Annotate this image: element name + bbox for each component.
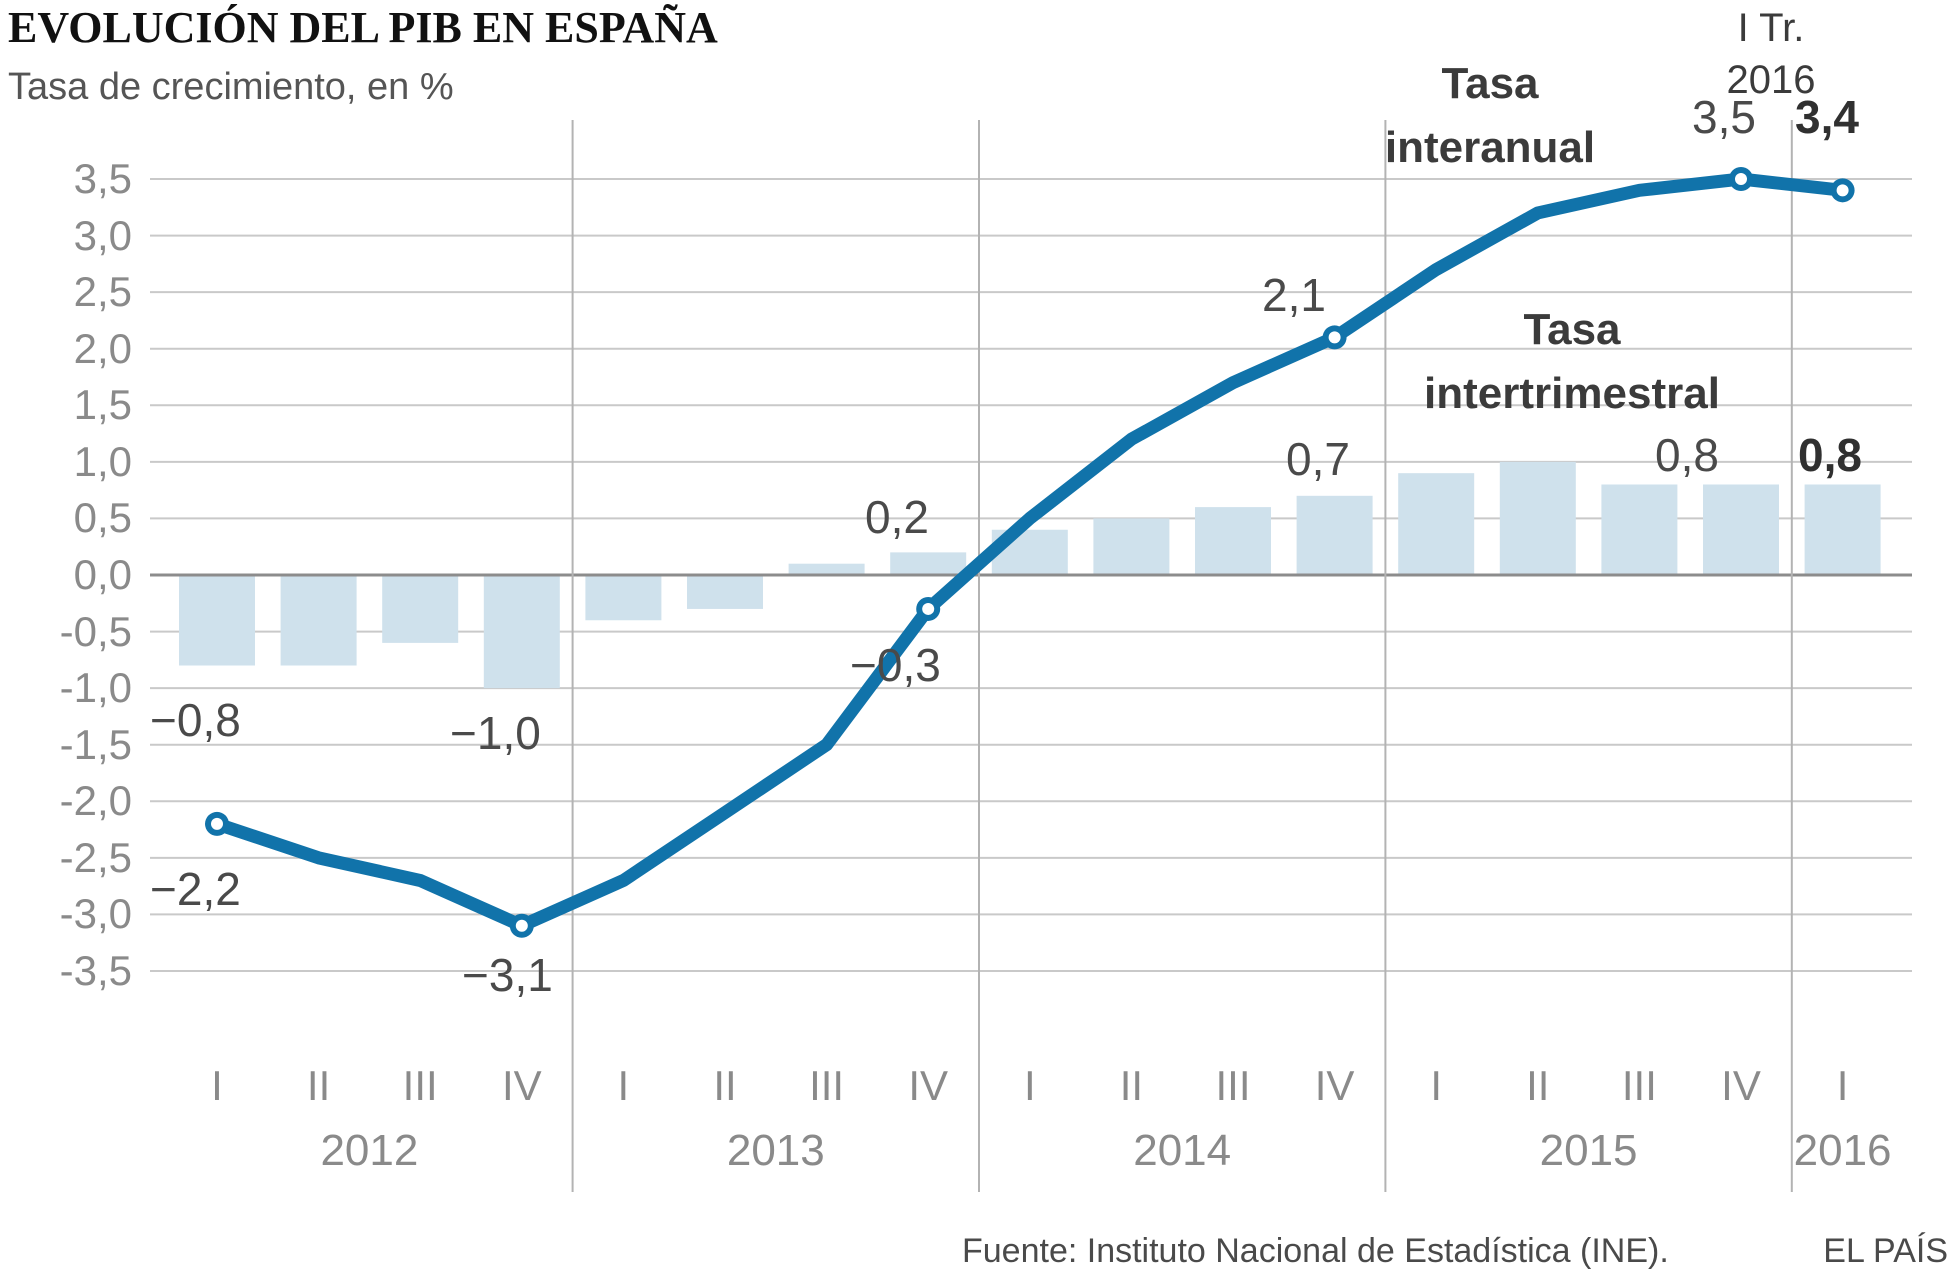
y-tick-label: 3,5 [73, 155, 132, 202]
bar-intertrimestral [788, 563, 865, 575]
quarter-label: II [1526, 1062, 1550, 1109]
source-note: Fuente: Instituto Nacional de Estadístic… [962, 1232, 1669, 1270]
bar-intertrimestral [585, 575, 662, 621]
quarter-label: IV [1721, 1062, 1761, 1109]
bar-intertrimestral [1296, 495, 1373, 575]
quarter-label: IV [501, 1062, 542, 1109]
point-label: 0,8 [1798, 429, 1862, 481]
bar-intertrimestral [1195, 507, 1271, 575]
point-label: −0,8 [150, 694, 241, 746]
line-series-legend: Tasa interanual [1384, 59, 1596, 172]
bar-intertrimestral [1499, 461, 1576, 575]
quarter-label: IV [1314, 1062, 1355, 1109]
point-label: 0,2 [865, 491, 929, 543]
quarter-label: III [1621, 1062, 1657, 1109]
bar-intertrimestral [1804, 484, 1881, 575]
page-subtitle: Tasa de crecimiento, en % [8, 66, 454, 108]
quarter-label: I [1430, 1062, 1443, 1109]
y-tick-label: -0,5 [59, 607, 132, 655]
line-marker-core [922, 602, 935, 615]
y-tick-label: -2,5 [59, 833, 132, 881]
publisher-credit: EL PAÍS [1823, 1232, 1948, 1270]
point-label: 0,8 [1655, 429, 1719, 481]
year-label: 2016 [1793, 1126, 1892, 1175]
bar-intertrimestral [179, 575, 255, 666]
y-tick-label: -1,0 [59, 664, 132, 712]
bar-intertrimestral [890, 552, 967, 575]
quarter-label: II [306, 1062, 331, 1109]
bar-intertrimestral [382, 575, 459, 643]
quarter-label: III [402, 1062, 438, 1109]
y-tick-label: 1,0 [73, 437, 132, 485]
quarter-label: I [211, 1062, 223, 1109]
year-label: 2015 [1539, 1126, 1638, 1175]
line-marker-core [211, 817, 223, 830]
bar-intertrimestral [1703, 484, 1779, 575]
page-title: EVOLUCIÓN DEL PIB EN ESPAÑA [8, 3, 718, 52]
line-marker-core [515, 919, 528, 932]
point-label: 0,7 [1286, 433, 1350, 485]
y-tick-label: 0,5 [73, 494, 132, 542]
point-label: 2,1 [1262, 269, 1326, 321]
line-marker-core [1328, 331, 1341, 344]
bar-intertrimestral [687, 575, 763, 609]
quarter-label: I [1023, 1062, 1036, 1109]
y-tick-label: -3,0 [59, 890, 132, 938]
quarter-label: III [809, 1062, 845, 1109]
quarter-label: I [1836, 1062, 1849, 1109]
quarter-label: I [617, 1062, 630, 1109]
gdp-interanual-line [210, 172, 1850, 933]
bar-series-legend: Tasa intertrimestral [1424, 305, 1720, 418]
bar-intertrimestral [483, 575, 560, 689]
point-label: 3,5 [1692, 91, 1756, 143]
line-marker-core [1735, 173, 1747, 186]
y-tick-label: 2,0 [73, 324, 132, 372]
y-tick-label: 1,5 [73, 381, 132, 429]
y-tick-label: -3,5 [59, 946, 132, 994]
quarter-label: II [713, 1062, 737, 1109]
point-label: −1,0 [450, 707, 541, 759]
year-label: 2014 [1133, 1126, 1232, 1175]
y-tick-label: 3,0 [73, 211, 132, 259]
quarter-label: IV [908, 1062, 949, 1109]
line-marker-core [1836, 184, 1849, 197]
point-label: −3,1 [462, 949, 553, 1001]
quarter-label: III [1215, 1062, 1251, 1109]
point-label: −2,2 [150, 863, 241, 915]
current-quarter-label: I Tr. 2016 [1726, 6, 1816, 102]
quarter-label: II [1119, 1062, 1144, 1109]
y-tick-label: -1,5 [59, 720, 132, 768]
y-tick-label: 0,0 [73, 551, 132, 598]
year-label: 2013 [726, 1126, 825, 1175]
bar-intertrimestral [1601, 484, 1678, 575]
bar-intertrimestral [1398, 473, 1475, 575]
point-label: 3,4 [1795, 91, 1859, 143]
y-tick-label: -2,0 [59, 777, 132, 825]
year-label: 2012 [320, 1126, 419, 1175]
point-label: −0,3 [850, 639, 941, 691]
bar-intertrimestral [280, 575, 357, 666]
y-tick-label: 2,5 [73, 268, 132, 316]
bar-intertrimestral [1093, 518, 1170, 575]
